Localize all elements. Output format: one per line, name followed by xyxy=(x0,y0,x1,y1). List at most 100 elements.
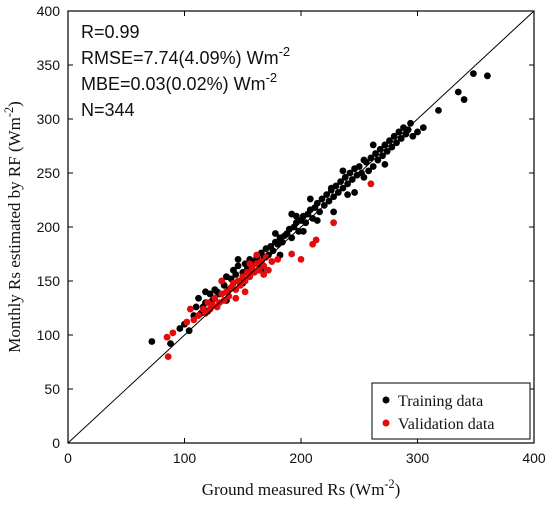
training-data-point xyxy=(454,88,462,96)
training-data-point xyxy=(404,126,412,134)
training-data-point xyxy=(360,156,368,164)
training-data-point xyxy=(339,167,347,175)
validation-data-point xyxy=(288,250,296,258)
validation-data-point xyxy=(264,266,272,274)
x-tick-label: 300 xyxy=(406,450,430,466)
legend-label-validation: Validation data xyxy=(398,416,494,433)
training-data-point xyxy=(344,191,351,199)
training-data-point xyxy=(167,340,174,348)
legend-marker-training xyxy=(382,396,390,404)
training-data-point xyxy=(484,72,491,80)
training-data-point xyxy=(376,145,384,153)
legend-label-training: Training data xyxy=(398,393,483,410)
y-tick-label: 0 xyxy=(52,435,60,451)
validation-data-point xyxy=(186,305,194,313)
training-data-point xyxy=(271,230,279,237)
stats-line: N=344 xyxy=(81,100,135,120)
validation-data-point xyxy=(274,256,282,263)
stats-line: R=0.99 xyxy=(81,22,140,42)
x-tick-label: 400 xyxy=(522,450,546,466)
validation-data-point xyxy=(211,294,219,302)
validation-data-point xyxy=(169,329,177,337)
y-tick-label: 300 xyxy=(37,111,61,127)
training-data-point xyxy=(234,262,242,270)
training-data-point xyxy=(381,160,389,168)
training-data-point xyxy=(409,132,417,140)
training-data-point xyxy=(414,128,421,136)
validation-data-point xyxy=(232,294,240,302)
training-data-point xyxy=(292,212,300,220)
validation-data-point xyxy=(164,353,172,360)
training-data-point xyxy=(232,271,240,278)
validation-data-point xyxy=(232,286,240,294)
y-tick-label: 50 xyxy=(44,381,60,397)
y-tick-label: 100 xyxy=(37,327,61,343)
x-tick-label: 200 xyxy=(289,450,313,466)
validation-data-point xyxy=(260,271,268,278)
training-data-point xyxy=(192,303,200,311)
validation-data-point xyxy=(183,318,191,326)
training-data-point xyxy=(355,163,363,170)
validation-data-point xyxy=(260,262,268,270)
validation-data-point xyxy=(220,297,228,304)
validation-data-point xyxy=(241,288,249,296)
training-data-point xyxy=(379,152,386,160)
training-data-point xyxy=(383,148,391,155)
training-data-point xyxy=(365,167,372,175)
training-data-point xyxy=(330,208,338,216)
points-layer xyxy=(148,70,491,360)
training-data-point xyxy=(202,288,209,296)
validation-data-point xyxy=(297,256,305,263)
training-data-point xyxy=(306,195,314,203)
training-data-point xyxy=(435,106,442,114)
training-data-point xyxy=(374,156,382,164)
training-data-point xyxy=(278,238,286,246)
training-data-point xyxy=(316,208,324,216)
training-data-point xyxy=(393,139,400,147)
legend-marker-validation xyxy=(382,419,390,427)
training-data-point xyxy=(337,178,345,186)
training-data-point xyxy=(148,338,156,345)
training-data-point xyxy=(419,124,427,132)
training-data-point xyxy=(234,256,242,263)
training-data-point xyxy=(460,96,468,103)
training-data-point xyxy=(288,234,296,242)
training-data-point xyxy=(295,227,303,235)
legend-box xyxy=(371,382,531,440)
y-tick-label: 200 xyxy=(37,219,61,235)
training-data-point xyxy=(346,169,354,177)
training-data-point xyxy=(407,119,414,127)
validation-data-point xyxy=(262,253,270,261)
validation-data-point xyxy=(312,236,320,244)
training-data-point xyxy=(470,70,477,78)
validation-data-point xyxy=(241,277,249,285)
training-data-point xyxy=(176,325,184,332)
training-data-point xyxy=(381,141,389,149)
y-tick-label: 400 xyxy=(37,3,61,19)
one-to-one-line xyxy=(67,10,535,444)
validation-data-point xyxy=(237,281,244,289)
validation-data-point xyxy=(268,258,276,265)
y-axis-label: Monthly Rs estimated by RF (Wm-2) xyxy=(2,101,24,353)
validation-data-point xyxy=(367,180,375,188)
y-tick-label: 350 xyxy=(37,57,61,73)
training-data-point xyxy=(369,141,377,149)
x-axis-label: Ground measured Rs (Wm-2) xyxy=(202,477,401,499)
stats-line: RMSE=7.74(4.09%) Wm-2 xyxy=(81,44,290,68)
ticks-layer: 0 100 200 300 400 0 50 100 150 200 250 300 350 400 xyxy=(37,3,546,466)
training-data-point xyxy=(395,128,403,136)
training-data-point xyxy=(351,189,358,196)
x-tick-label: 100 xyxy=(173,450,197,466)
training-data-point xyxy=(313,199,321,207)
validation-data-point xyxy=(225,292,233,300)
training-data-point xyxy=(323,191,331,199)
training-data-point xyxy=(372,150,379,157)
training-data-point xyxy=(195,294,202,302)
training-data-point xyxy=(386,137,393,145)
y-tick-label: 250 xyxy=(37,165,61,181)
training-data-point xyxy=(318,195,326,203)
validation-data-point xyxy=(253,251,261,259)
